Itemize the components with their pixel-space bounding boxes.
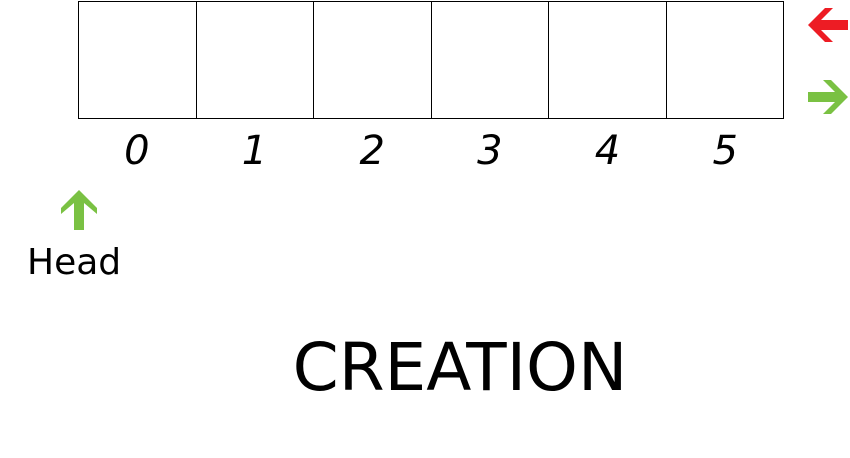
arrow-left-icon [808,8,848,42]
array-cell-5 [667,2,784,118]
arrow-up-icon [61,190,97,230]
array-index-5: 5 [712,128,738,174]
arrow-right-shape [808,80,848,114]
arrow-right-icon [808,80,848,114]
array-index-0: 0 [124,128,150,174]
array-cells [78,1,784,119]
array-cell-3 [432,2,549,118]
array-index-4: 4 [594,128,621,174]
array-index-1: 1 [241,128,268,174]
head-label: Head [27,242,122,283]
array-cell-4 [549,2,667,118]
array-cell-0 [79,2,197,118]
array-index-3: 3 [477,128,503,174]
array-indices: 0 1 2 3 4 5 [78,126,784,176]
array-index-2: 2 [359,128,385,174]
diagram-title: CREATION [292,329,628,406]
array-cell-1 [197,2,314,118]
arrow-left-shape [808,8,848,42]
array-cell-2 [314,2,432,118]
arrow-up-shape [61,190,97,230]
